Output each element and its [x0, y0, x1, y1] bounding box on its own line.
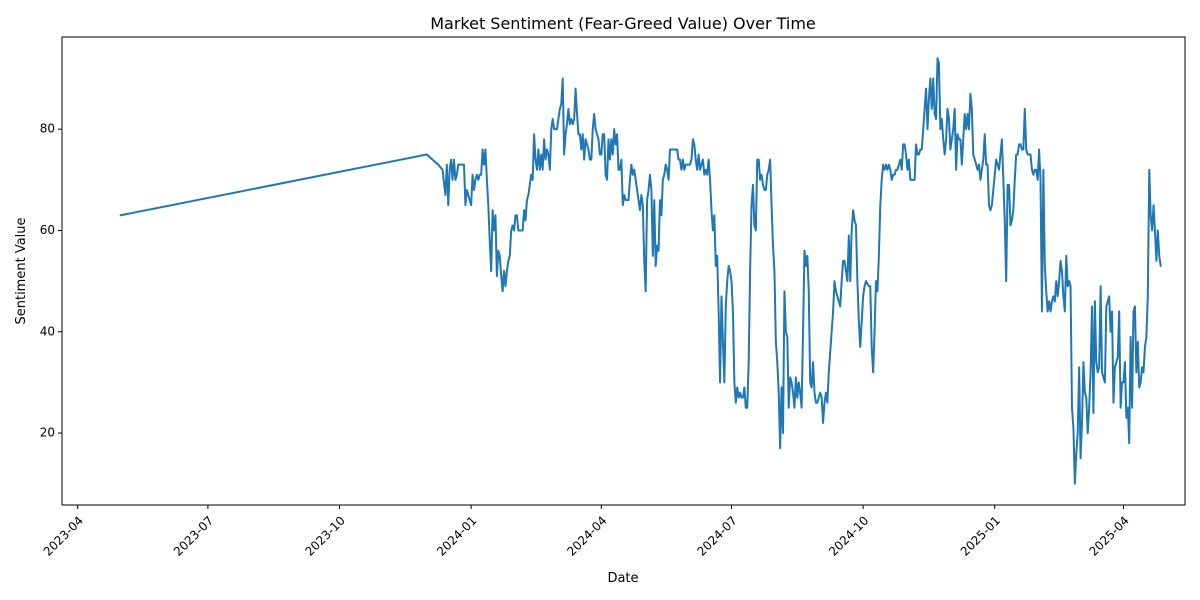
x-tick-label: 2023-04 [41, 513, 86, 558]
x-tick-label: 2024-07 [694, 513, 739, 558]
plot-series [119, 57, 1162, 485]
x-tick-label: 2023-07 [171, 513, 216, 558]
x-tick-label: 2024-01 [434, 513, 479, 558]
y-tick-label: 40 [40, 324, 55, 338]
chart-title: Market Sentiment (Fear-Greed Value) Over… [430, 14, 816, 33]
x-axis-label: Date [607, 571, 638, 586]
series-line-1 [119, 57, 1162, 485]
y-axis: 20 40 60 80 [40, 122, 62, 440]
y-tick-label: 80 [40, 122, 55, 136]
y-tick-label: 20 [40, 426, 55, 440]
x-tick-label: 2025-04 [1086, 513, 1131, 558]
plot-frame [61, 36, 1186, 506]
x-tick-label: 2023-10 [303, 513, 348, 558]
x-tick-label: 2025-01 [958, 513, 1003, 558]
y-tick-label: 60 [40, 223, 55, 237]
x-axis: 2023-04 2023-07 2023-10 2024-01 2024-04 2024-… [41, 505, 1132, 559]
x-tick-label: 2024-10 [826, 513, 871, 558]
x-tick-label: 2024-04 [564, 513, 609, 558]
y-axis-label: Sentiment Value [14, 217, 29, 324]
